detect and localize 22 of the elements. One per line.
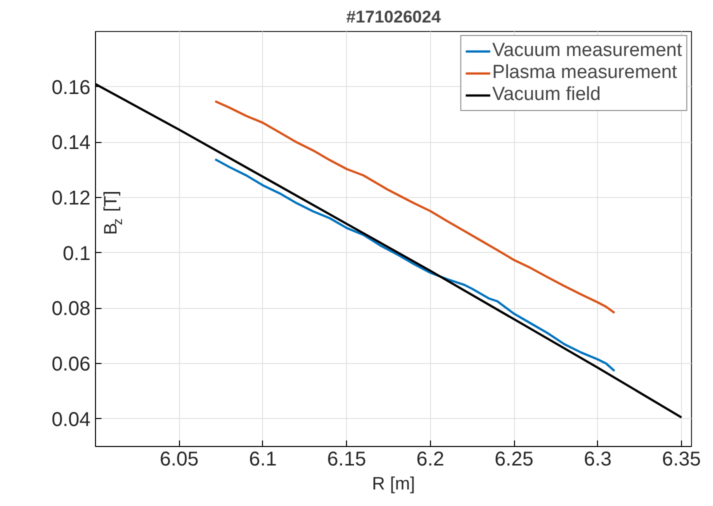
legend-label: Vacuum field: [492, 84, 601, 106]
y-tick-label: 0.1: [62, 242, 91, 265]
y-tick-label: 0.06: [52, 354, 91, 376]
x-tick-label: 6.05: [160, 448, 199, 470]
legend-label: Vacuum measurement: [492, 40, 682, 62]
line-series: [214, 158, 616, 372]
x-tick-label: 6.35: [662, 448, 701, 470]
y-axis-title: Bz [T]: [100, 190, 125, 235]
y-tick-label: 0.04: [52, 408, 91, 431]
x-axis-title: R [m]: [372, 474, 415, 494]
x-tick-label: 6.3: [584, 448, 612, 470]
y-tick-label: 0.14: [52, 132, 91, 154]
y-tick-label: 0.16: [52, 76, 91, 99]
line-series: [214, 100, 616, 314]
legend-label: Plasma measurement: [492, 62, 678, 84]
y-tick-label: 0.08: [52, 298, 91, 320]
x-tick-label: 6.15: [327, 448, 366, 470]
x-tick-label: 6.1: [249, 448, 277, 470]
x-tick-label: 6.25: [494, 448, 534, 470]
x-tick-label: 6.2: [416, 448, 444, 470]
chart-title: #171026024: [346, 8, 442, 26]
y-tick-label: 0.12: [52, 188, 91, 210]
